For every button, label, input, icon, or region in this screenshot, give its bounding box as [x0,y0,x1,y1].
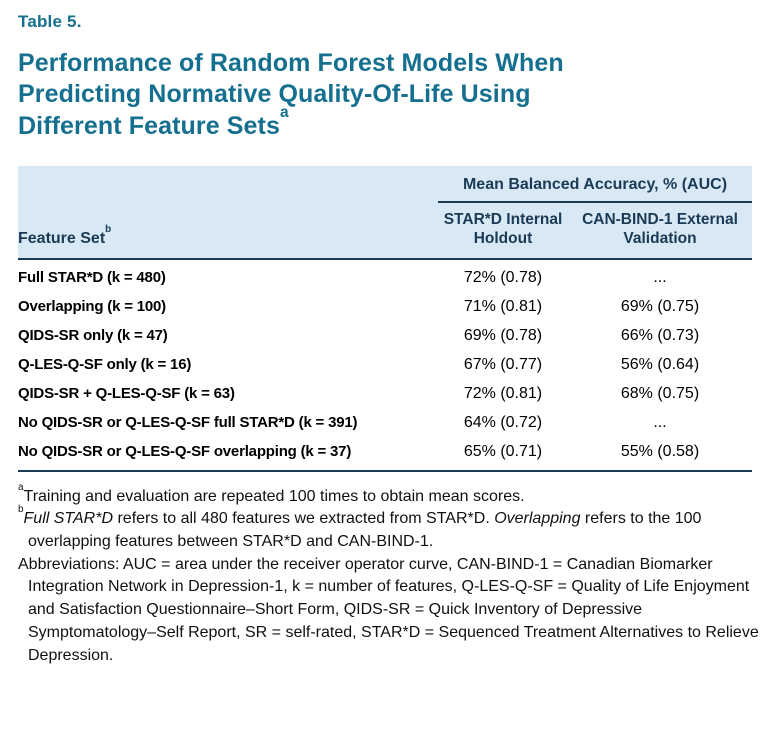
footnote-a-marker: a [18,481,24,493]
group-header-row: Mean Balanced Accuracy, % (AUC) [18,165,753,203]
column-header-row: Feature Setb STAR*D Internal Holdout CAN… [18,201,753,260]
table-number-label: Table 5. [18,12,82,31]
feature-set-header: Feature Setb [18,201,438,260]
table-row: Overlapping (k = 100) 71% (0.81) 69% (0.… [18,292,752,321]
table-row: QIDS-SR only (k = 47) 69% (0.78) 66% (0.… [18,321,752,350]
results-table-header: Mean Balanced Accuracy, % (AUC) Feature … [18,165,753,260]
canbind-cell: 68% (0.75) [620,384,700,402]
canbind-cell: ... [653,413,667,431]
table-row: Full STAR*D (k = 480) 72% (0.78) ... [18,259,752,293]
canbind-cell: 56% (0.64) [620,355,700,373]
footnote-b-italic-1: Full STAR*D [23,510,114,528]
feature-cell: QIDS-SR + Q-LES-Q-SF (k = 63) [18,385,235,402]
stard-cell: 72% (0.81) [463,384,543,402]
stard-cell: 65% (0.71) [438,437,568,472]
stard-cell: 71% (0.81) [463,297,543,315]
footnote-b-marker: b [18,504,24,516]
canbind-column-header: CAN-BIND-1 External Validation [568,201,753,260]
group-header-cell: Mean Balanced Accuracy, % (AUC) [438,165,753,203]
feature-cell: No QIDS-SR or Q-LES-Q-SF full STAR*D (k … [18,414,358,431]
footnote-b-text-2: refers to the 100 overlapping features b… [28,510,702,550]
corner-empty-cell [18,166,438,202]
stard-cell: 64% (0.72) [463,413,543,431]
results-table-body: Full STAR*D (k = 480) 72% (0.78) ... Ove… [18,259,753,472]
footnote-b: bFull STAR*D refers to all 480 features … [18,505,760,553]
feature-cell: Q-LES-Q-SF only (k = 16) [18,356,192,373]
table-title-text: Performance of Random Forest Models When… [18,49,564,140]
feature-set-header-text: Feature Set [18,229,106,247]
footnote-b-text-1: refers to all 480 features we extracted … [113,510,495,528]
stard-cell: 69% (0.78) [463,326,543,344]
canbind-cell: 55% (0.58) [568,437,753,472]
feature-cell: Full STAR*D (k = 480) [18,269,166,286]
feature-set-header-superscript: b [105,223,112,235]
footnote-b-italic-2: Overlapping [494,510,581,528]
feature-cell: Overlapping (k = 100) [18,298,166,315]
stard-cell: 72% (0.78) [463,268,543,286]
canbind-cell: 69% (0.75) [620,297,700,315]
canbind-cell: 66% (0.73) [620,326,700,344]
feature-cell: QIDS-SR only (k = 47) [18,327,168,344]
table-title-superscript: a [280,104,289,122]
results-table: Mean Balanced Accuracy, % (AUC) Feature … [18,165,753,472]
footnote-a: aTraining and evaluation are repeated 10… [18,482,760,509]
table-row: No QIDS-SR or Q-LES-Q-SF full STAR*D (k … [18,408,752,437]
table-row: QIDS-SR + Q-LES-Q-SF (k = 63) 72% (0.81)… [18,379,752,408]
table-row: Q-LES-Q-SF only (k = 16) 67% (0.77) 56% … [18,350,752,379]
table-title: Performance of Random Forest Models When… [18,48,638,142]
stard-cell: 67% (0.77) [463,355,543,373]
canbind-cell: ... [653,268,667,286]
table-row: No QIDS-SR or Q-LES-Q-SF overlapping (k … [18,437,753,472]
footnote-abbreviations: Abbreviations: AUC = area under the rece… [18,555,759,664]
feature-cell: No QIDS-SR or Q-LES-Q-SF overlapping (k … [18,437,438,472]
footnote-a-text: Training and evaluation are repeated 100… [23,487,525,505]
footnotes-section: aTraining and evaluation are repeated 10… [18,482,760,668]
table-figure-page: Table 5. Performance of Random Forest Mo… [18,12,760,668]
stard-column-header: STAR*D Internal Holdout [438,201,568,260]
